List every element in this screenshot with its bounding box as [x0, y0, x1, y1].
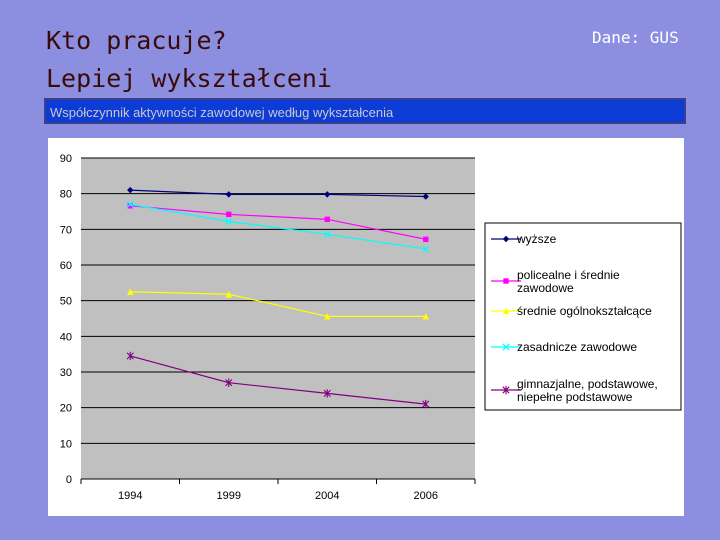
legend-marker [502, 385, 510, 395]
data-point-series-4 [225, 217, 233, 226]
y-tick-label: 70 [60, 224, 72, 236]
data-source-label: Dane: GUS [592, 28, 679, 47]
data-point-series-3 [127, 288, 134, 295]
data-point-series-5 [422, 399, 430, 409]
data-point-series-5 [126, 351, 134, 361]
chart-title-banner: Współczynnik aktywności zawodowej według… [44, 98, 686, 124]
legend-label: średnie ogólnokształcące [517, 304, 652, 318]
series-line-2 [130, 205, 426, 240]
data-point-series-3 [324, 313, 331, 320]
x-tick-label: 1994 [118, 490, 142, 502]
series-line-1 [130, 189, 426, 198]
y-tick-label: 40 [60, 331, 72, 343]
data-point-series-4 [126, 200, 134, 208]
data-point-series-2 [226, 211, 232, 218]
legend-label: niepełne podstawowe [517, 390, 633, 404]
legend-marker [502, 307, 510, 315]
legend-label: zasadnicze zawodowe [517, 340, 637, 354]
y-tick-label: 30 [60, 367, 72, 379]
data-point-series-2 [324, 216, 330, 223]
data-point-series-1 [225, 191, 232, 198]
data-point-series-1 [127, 186, 134, 194]
legend-marker [503, 278, 509, 284]
x-tick-label: 1999 [217, 490, 241, 502]
line-chart: 0 10 20 30 40 50 60 70 80 90 1994 1999 2004 2006 wyższ… [60, 153, 682, 502]
data-point-series-4 [422, 245, 430, 253]
data-point-series-1 [324, 191, 331, 198]
legend-box [484, 222, 682, 411]
data-point-series-3 [422, 313, 429, 320]
series-line-3 [130, 291, 426, 317]
y-tick-label: 20 [60, 403, 72, 415]
legend-label: wyższe [516, 232, 557, 246]
legend-label: zawodowe [517, 281, 574, 295]
slide-title-line-1: Kto pracuje? [46, 26, 227, 55]
data-point-series-4 [323, 230, 331, 238]
data-point-series-2 [127, 203, 133, 209]
chart-container: 0 10 20 30 40 50 60 70 80 90 1994 1999 2004 2006 wyższ… [48, 138, 684, 516]
y-tick-label: 10 [60, 438, 72, 450]
series-line-4 [130, 203, 426, 250]
y-tick-label: 60 [60, 260, 72, 272]
x-tick-label: 2006 [414, 490, 438, 502]
legend-marker [502, 343, 510, 351]
legend-label: policealne i średnie [517, 268, 620, 282]
data-point-series-5 [225, 378, 233, 387]
data-point-series-1 [422, 193, 429, 200]
data-point-series-3 [225, 291, 232, 298]
x-tick-label: 2004 [315, 490, 339, 502]
data-point-series-2 [423, 236, 429, 243]
y-tick-label: 50 [60, 296, 72, 308]
slide-title-line-2: Lepiej wykształceni [46, 64, 332, 93]
y-tick-label: 0 [66, 474, 72, 486]
data-point-series-5 [323, 389, 331, 398]
chart-title: Współczynnik aktywności zawodowej według… [50, 105, 394, 120]
y-tick-label: 80 [60, 189, 72, 201]
slide-title: Kto pracuje? Lepiej wykształceni [46, 22, 332, 98]
series-line-5 [130, 355, 426, 405]
legend-label: gimnazjalne, podstawowe, [517, 377, 658, 391]
plot-area [81, 158, 475, 479]
y-tick-label: 90 [60, 153, 72, 165]
